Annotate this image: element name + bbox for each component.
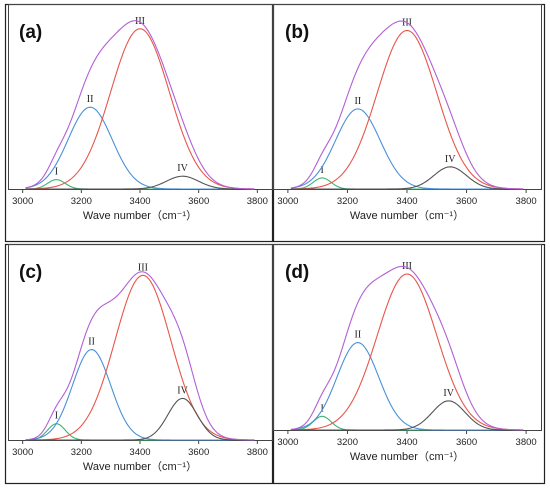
series-line-III bbox=[25, 28, 255, 190]
chart-svg: 3000 3200 3400 3600 3800 Wave number（cm⁻¹） (a)… bbox=[4, 3, 274, 243]
peak-label-II: II bbox=[87, 94, 94, 105]
x-tick-label: 3200 bbox=[71, 196, 92, 207]
peak-label-I: I bbox=[55, 411, 58, 422]
peak-label-II: II bbox=[88, 337, 95, 348]
series-line-sum bbox=[290, 265, 524, 431]
peak-label-III: III bbox=[135, 16, 145, 27]
plot-area bbox=[8, 244, 273, 441]
series-line-II bbox=[25, 348, 255, 441]
x-tick-label: 3800 bbox=[247, 447, 268, 458]
peak-label-II: II bbox=[355, 96, 362, 107]
series-line-sum bbox=[25, 271, 255, 441]
series-line-IV bbox=[290, 166, 524, 190]
x-tick-label: 3600 bbox=[456, 196, 477, 207]
series-line-IV bbox=[25, 175, 255, 190]
peak-label-III: III bbox=[402, 261, 412, 272]
chart-svg: 3000 3200 3400 3600 3800 Wave number（cm⁻¹） (d)… bbox=[272, 243, 546, 485]
peak-label-IV: IV bbox=[443, 388, 454, 399]
peak-label-IV: IV bbox=[445, 154, 456, 165]
x-tick-label: 3800 bbox=[247, 196, 268, 207]
series-line-III bbox=[25, 274, 255, 441]
series-line-II bbox=[25, 106, 255, 190]
series-line-IV bbox=[290, 400, 524, 431]
x-tick-label: 3800 bbox=[516, 437, 537, 448]
x-tick-label: 3600 bbox=[188, 447, 209, 458]
x-tick-label: 3600 bbox=[456, 437, 477, 448]
x-tick-label: 3000 bbox=[277, 437, 298, 448]
x-axis-label: Wave number（cm⁻¹） bbox=[83, 460, 197, 473]
panel-label: (c) bbox=[19, 262, 42, 283]
chart-svg: 3000 3200 3400 3600 3800 Wave number（cm⁻¹） (b)… bbox=[272, 3, 546, 243]
x-tick-label: 3200 bbox=[71, 447, 92, 458]
series-line-sum bbox=[25, 20, 255, 190]
series-line-IV bbox=[25, 397, 255, 441]
x-axis-label: Wave number（cm⁻¹） bbox=[350, 450, 464, 463]
panel-label: (a) bbox=[19, 22, 42, 43]
peak-label-I: I bbox=[320, 403, 323, 414]
peak-label-IV: IV bbox=[177, 385, 188, 396]
plot-area bbox=[273, 244, 542, 431]
peak-label-I: I bbox=[320, 165, 323, 176]
x-tick-label: 3600 bbox=[188, 196, 209, 207]
series-line-III bbox=[290, 273, 524, 431]
x-axis-label: Wave number（cm⁻¹） bbox=[83, 209, 197, 222]
series-line-III bbox=[290, 29, 524, 190]
x-tick-label: 3400 bbox=[396, 196, 417, 207]
x-tick-label: 3000 bbox=[277, 196, 298, 207]
peak-label-II: II bbox=[355, 330, 362, 341]
x-tick-label: 3800 bbox=[516, 196, 537, 207]
x-tick-label: 3200 bbox=[337, 196, 358, 207]
series-line-II bbox=[290, 108, 524, 190]
panel-a: 3000 3200 3400 3600 3800 Wave number（cm⁻¹） (a)… bbox=[4, 3, 274, 243]
panel-label: (b) bbox=[285, 22, 309, 43]
panel-c: 3000 3200 3400 3600 3800 Wave number（cm⁻¹） (c)… bbox=[4, 243, 274, 485]
x-tick-label: 3400 bbox=[396, 437, 417, 448]
peak-label-I: I bbox=[55, 167, 58, 178]
panel-b: 3000 3200 3400 3600 3800 Wave number（cm⁻¹） (b)… bbox=[272, 3, 546, 243]
peak-label-III: III bbox=[138, 262, 148, 273]
x-axis-label: Wave number（cm⁻¹） bbox=[350, 209, 464, 222]
x-tick-label: 3000 bbox=[12, 196, 33, 207]
series-line-sum bbox=[290, 20, 524, 190]
x-tick-label: 3400 bbox=[129, 196, 150, 207]
peak-label-IV: IV bbox=[177, 163, 188, 174]
x-tick-label: 3200 bbox=[337, 437, 358, 448]
plot-area bbox=[273, 4, 542, 190]
x-tick-label: 3000 bbox=[12, 447, 33, 458]
chart-svg: 3000 3200 3400 3600 3800 Wave number（cm⁻¹） (c)… bbox=[4, 243, 274, 485]
panel-label: (d) bbox=[285, 262, 309, 283]
panel-d: 3000 3200 3400 3600 3800 Wave number（cm⁻¹） (d)… bbox=[272, 243, 546, 485]
plot-area bbox=[8, 4, 273, 190]
x-tick-label: 3400 bbox=[129, 447, 150, 458]
series-line-II bbox=[290, 342, 524, 431]
